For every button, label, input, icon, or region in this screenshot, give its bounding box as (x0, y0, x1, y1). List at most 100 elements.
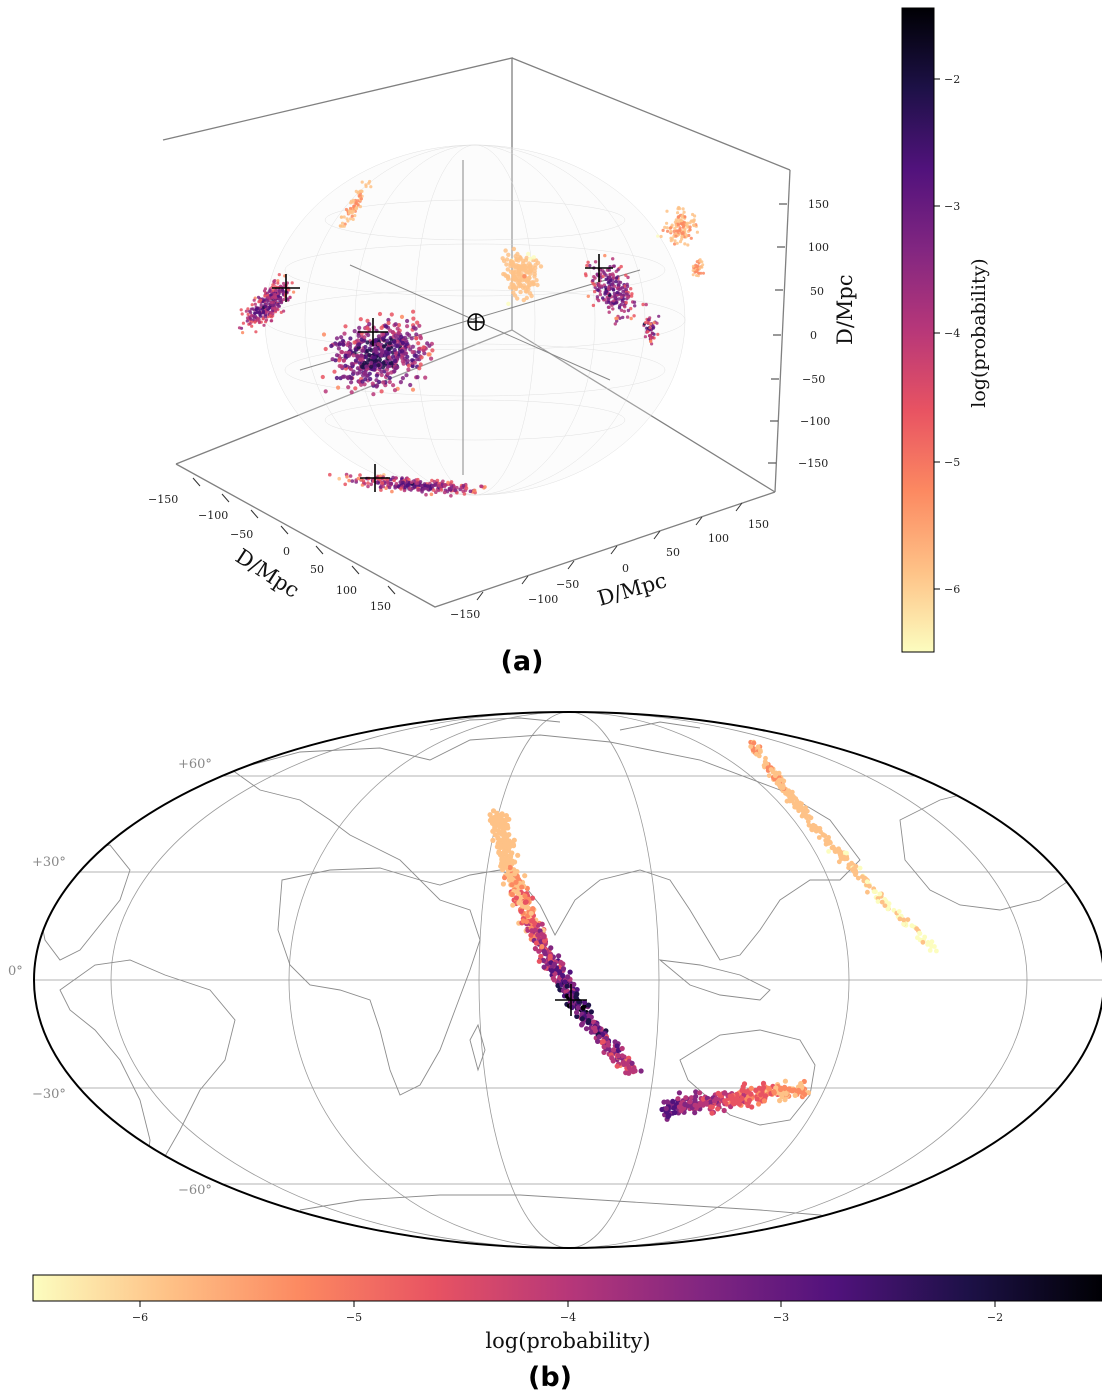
scatter-point (358, 357, 363, 362)
scatter-point (540, 957, 547, 964)
scatter-point (399, 487, 403, 491)
scatter-point (342, 224, 346, 228)
scatter-point (365, 348, 370, 354)
scatter-point (419, 483, 424, 488)
scatter-point (516, 900, 522, 906)
scatter-point (348, 474, 353, 478)
scatter-point (629, 287, 633, 291)
scatter-point (523, 289, 528, 294)
scatter-point (586, 260, 590, 264)
scatter-point (677, 205, 681, 210)
scatter-point (535, 282, 540, 288)
crosshair-marker (585, 254, 613, 282)
colorbar-a (901, 7, 935, 653)
scatter-point (506, 832, 512, 838)
scatter-point (446, 480, 450, 485)
scatter-point (595, 295, 600, 299)
scatter-point (290, 281, 294, 285)
scatter-point (614, 1043, 620, 1049)
scatter-point (524, 295, 529, 301)
scatter-point (574, 987, 580, 993)
y-tick-label: −50 (556, 578, 579, 591)
scatter-point (386, 347, 391, 352)
scatter-point (264, 318, 269, 322)
scatter-point (362, 335, 367, 340)
z-axis-label: D/Mpc (833, 274, 857, 345)
scatter-point (651, 326, 655, 330)
scatter-point (384, 486, 388, 491)
scatter-point (875, 899, 881, 904)
scatter-point (353, 386, 358, 391)
scatter-point (604, 300, 609, 305)
scatter-point (783, 1091, 789, 1097)
scatter-point (252, 315, 256, 319)
scatter-point (336, 385, 341, 390)
colorbar-a-tick-label: −5 (944, 456, 960, 469)
scatter-point (593, 289, 597, 294)
scatter-point (901, 917, 907, 923)
scatter-point (619, 295, 623, 299)
scatter-point (532, 269, 537, 274)
scatter-point (693, 270, 697, 274)
scatter-point (515, 265, 520, 270)
scatter-point (261, 311, 265, 315)
scatter-point (433, 482, 438, 487)
scatter-point (347, 478, 351, 483)
scatter-point (927, 948, 933, 953)
scatter-point (596, 288, 600, 292)
scatter-point (695, 230, 700, 234)
scatter-point (522, 899, 528, 905)
scatter-point (879, 899, 885, 905)
scatter-point (252, 298, 256, 302)
scatter-point (347, 211, 352, 215)
scatter-point (416, 477, 420, 482)
scatter-point (424, 492, 428, 497)
scatter-point (678, 226, 682, 230)
scatter-point (364, 364, 369, 369)
scatter-point (385, 371, 390, 376)
scatter-point (320, 374, 325, 380)
scatter-point (400, 376, 405, 381)
scatter-point (721, 1107, 727, 1114)
scatter-point (263, 294, 267, 298)
scatter-point (655, 321, 659, 325)
scatter-point (343, 363, 348, 368)
scatter-point (584, 273, 588, 278)
scatter-point (826, 835, 831, 840)
scatter-point (349, 376, 354, 381)
scatter-point (693, 214, 697, 218)
scatter-point (703, 1100, 709, 1106)
scatter-point (665, 221, 669, 225)
scatter-point (254, 307, 258, 312)
scatter-point (241, 331, 245, 335)
scatter-point (500, 256, 505, 261)
scatter-point (269, 319, 273, 323)
scatter-point (659, 234, 663, 239)
scatter-point (560, 973, 566, 979)
scatter-point (496, 850, 502, 856)
scatter-point (846, 862, 852, 868)
scatter-point (365, 340, 370, 345)
scatter-point (620, 286, 624, 290)
scatter-point (798, 805, 804, 810)
scatter-point (442, 484, 447, 489)
scatter-point (513, 879, 519, 885)
scatter-point (503, 817, 509, 823)
scatter-point (248, 322, 252, 326)
scatter-point (672, 1109, 678, 1116)
scatter-point (761, 1098, 768, 1104)
scatter-point (611, 257, 615, 261)
scatter-point (374, 384, 379, 389)
scatter-point (282, 297, 286, 302)
scatter-point (650, 342, 654, 346)
scatter-point (406, 363, 411, 368)
scatter-point (387, 355, 392, 360)
scatter-point (281, 288, 285, 292)
scatter-point (748, 1091, 754, 1097)
scatter-point (813, 828, 819, 834)
scatter-point (844, 856, 850, 862)
scatter-point (519, 884, 525, 890)
scatter-point (768, 767, 774, 772)
scatter-point (588, 263, 592, 268)
scatter-point (528, 932, 534, 938)
